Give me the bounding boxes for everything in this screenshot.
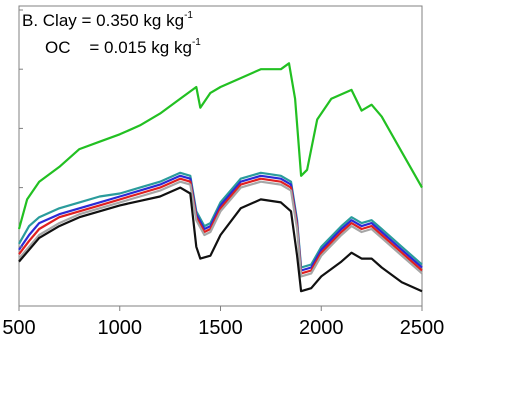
x-tick-label-500: 500 — [2, 317, 35, 339]
x-tick-label-2500: 2500 — [400, 317, 445, 339]
annotation-oc: OC = 0.015 kg kg-1 — [45, 37, 201, 57]
series-line-1 — [17, 62, 423, 230]
series-line-2 — [18, 171, 423, 269]
x-tick-label-2000: 2000 — [299, 317, 344, 339]
annotation-clay: B. Clay = 0.350 kg kg-1 — [22, 10, 193, 30]
series-line-6 — [18, 186, 423, 293]
series-line-4 — [18, 177, 423, 275]
series-group — [17, 62, 423, 293]
x-tick-label-1000: 1000 — [98, 317, 143, 339]
x-axis-ticks — [18, 306, 423, 311]
series-line-5 — [18, 180, 423, 278]
x-tick-label-1500: 1500 — [198, 317, 243, 339]
x-axis-tick-labels: 500 1000 1500 2000 2500 — [2, 317, 444, 339]
series-line-3 — [18, 174, 423, 272]
y-axis-ticks — [19, 9, 23, 307]
